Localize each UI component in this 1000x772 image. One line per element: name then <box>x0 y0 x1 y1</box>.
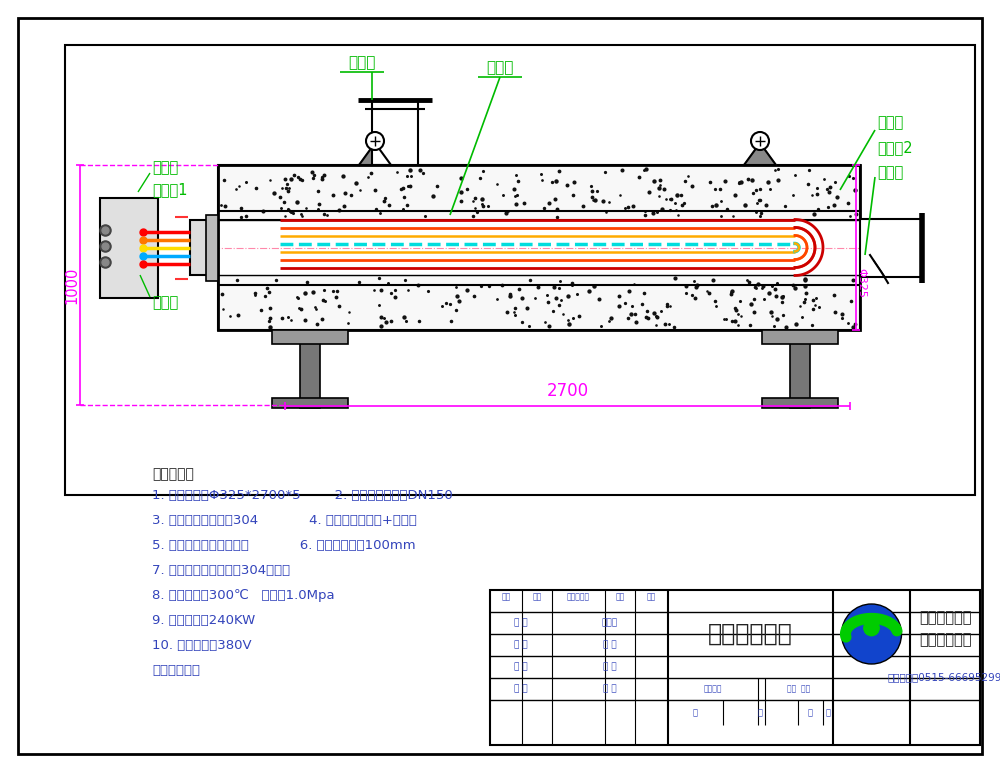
Text: 技术要求：: 技术要求： <box>152 467 194 481</box>
Text: 校 对: 校 对 <box>603 662 617 672</box>
Text: 测温点1: 测温点1 <box>152 182 188 197</box>
Text: 标记: 标记 <box>501 592 511 601</box>
Text: 工 艺: 工 艺 <box>514 685 528 693</box>
Text: 日期: 日期 <box>647 592 656 601</box>
Circle shape <box>863 631 886 653</box>
Text: 更改文件号: 更改文件号 <box>567 592 590 601</box>
Text: 3. 内筒材质：不锈钢304            4. 外壳材质：碳钢+防锈漆: 3. 内筒材质：不锈钢304 4. 外壳材质：碳钢+防锈漆 <box>152 514 417 527</box>
Text: 9. 加热功率：240KW: 9. 加热功率：240KW <box>152 614 255 627</box>
Circle shape <box>751 132 769 150</box>
Text: 审 核: 审 核 <box>514 662 528 672</box>
Text: 10. 电源电压：380V: 10. 电源电压：380V <box>152 639 252 652</box>
Text: 进气口: 进气口 <box>348 55 376 70</box>
Bar <box>190 220 218 275</box>
Text: 重量  比例: 重量 比例 <box>787 685 811 693</box>
Text: 空气电加热器: 空气电加热器 <box>708 622 793 646</box>
Text: 测温点2: 测温点2 <box>877 140 913 155</box>
Text: 8. 加热温度：300℃   压力：1.0Mpa: 8. 加热温度：300℃ 压力：1.0Mpa <box>152 589 335 602</box>
Text: 页: 页 <box>826 708 830 717</box>
Polygon shape <box>359 143 391 165</box>
Text: 2700: 2700 <box>546 382 589 400</box>
Bar <box>490 590 980 745</box>
Bar <box>860 218 922 276</box>
Text: 接线孔: 接线孔 <box>152 295 178 310</box>
Text: 次数: 次数 <box>532 592 542 601</box>
Text: 制 图: 制 图 <box>514 641 528 649</box>
Text: Φ325: Φ325 <box>856 268 866 297</box>
Text: 共: 共 <box>693 708 698 717</box>
Text: 防护盒: 防护盒 <box>152 160 178 175</box>
Text: 第: 第 <box>808 708 813 717</box>
Text: 1. 筒体尺寸：Φ325*2700*5        2. 连接口径：进出DN150: 1. 筒体尺寸：Φ325*2700*5 2. 连接口径：进出DN150 <box>152 489 453 502</box>
Bar <box>100 198 158 297</box>
Bar <box>218 275 860 330</box>
Bar <box>65 45 975 495</box>
Bar <box>218 165 860 330</box>
Text: 5. 保温层材质：硅酸铝棉            6. 保温层厚度：100mm: 5. 保温层材质：硅酸铝棉 6. 保温层厚度：100mm <box>152 539 416 552</box>
Bar <box>218 165 860 220</box>
Text: 签字: 签字 <box>615 592 625 601</box>
Text: 联系电话：0515-66695299: 联系电话：0515-66695299 <box>888 672 1000 682</box>
Text: 1000: 1000 <box>64 266 80 303</box>
Bar <box>762 330 838 344</box>
Circle shape <box>366 132 384 150</box>
Bar <box>218 220 860 275</box>
Circle shape <box>842 604 902 664</box>
Text: 图样标记: 图样标记 <box>704 685 722 693</box>
Circle shape <box>863 620 880 636</box>
Bar <box>372 100 418 165</box>
Bar <box>272 330 348 344</box>
Text: 出气口: 出气口 <box>877 165 903 180</box>
Polygon shape <box>744 143 776 165</box>
Text: 7. 加热管材质：不锈钢304无缝管: 7. 加热管材质：不锈钢304无缝管 <box>152 564 290 577</box>
Text: 注：配控制柜: 注：配控制柜 <box>152 664 200 677</box>
Bar <box>206 215 218 280</box>
Text: 保温棉: 保温棉 <box>877 115 903 130</box>
Text: 设 计: 设 计 <box>514 618 528 628</box>
Bar <box>762 398 838 408</box>
Text: 标准化: 标准化 <box>602 618 618 628</box>
Text: 审 定: 审 定 <box>603 641 617 649</box>
Bar <box>790 330 810 408</box>
Text: 页: 页 <box>758 708 763 717</box>
Text: 日 期: 日 期 <box>603 685 617 693</box>
Text: 盐城尚佳环境: 盐城尚佳环境 <box>919 610 971 625</box>
Bar <box>272 398 348 408</box>
Text: 导流板: 导流板 <box>486 60 514 75</box>
Text: 科技有限公司: 科技有限公司 <box>919 632 971 647</box>
Bar <box>300 330 320 408</box>
